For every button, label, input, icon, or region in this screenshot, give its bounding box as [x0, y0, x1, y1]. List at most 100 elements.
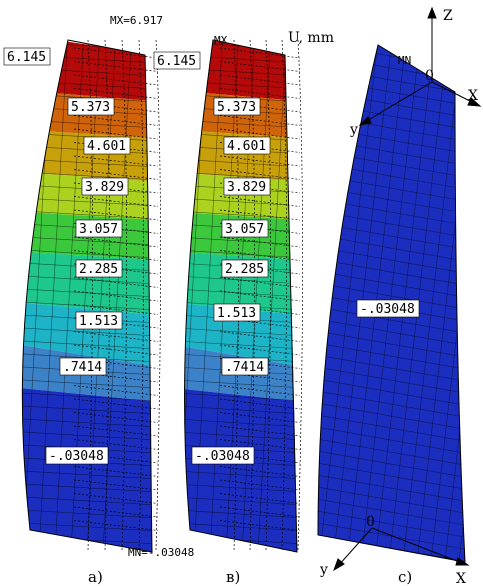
mesh-line: [318, 411, 465, 443]
svg-text:3.829: 3.829: [85, 180, 124, 195]
contour-label: 3.829: [81, 177, 129, 196]
plate-outline-c: [317, 44, 466, 563]
contour-label: 6.145: [153, 51, 201, 70]
mesh-line: [318, 495, 465, 527]
min-label: MN=-.03048: [128, 546, 194, 559]
svg-text:3.057: 3.057: [79, 222, 118, 237]
mesh-line: [184, 338, 297, 352]
plate-outline-a: [21, 39, 153, 553]
mesh-line: [318, 363, 465, 395]
axis-y-label-bottom: y: [319, 562, 328, 578]
wire-line: [265, 39, 271, 551]
mesh-line: [184, 208, 297, 222]
mesh-line: [184, 78, 297, 92]
mn-mark: MN: [398, 54, 411, 67]
axis-x-label-top: X: [468, 88, 478, 104]
wire-line: [219, 479, 301, 491]
panel-c: -.03048 MN c): [317, 44, 466, 586]
mesh-line: [318, 399, 465, 431]
svg-text:.7414: .7414: [63, 360, 102, 375]
contour-label: 1.513: [213, 303, 261, 322]
wire-line: [219, 277, 301, 288]
wire-line: [219, 74, 301, 86]
mesh-line: [224, 40, 256, 552]
contour-label: 3.829: [223, 177, 271, 196]
svg-text:1.513: 1.513: [217, 306, 256, 321]
wire-line: [219, 128, 301, 140]
wire-line: [219, 169, 301, 180]
mesh-line: [184, 40, 192, 552]
svg-text:2.285: 2.285: [79, 262, 118, 277]
axis-origin-bottom: 0: [366, 514, 375, 530]
mesh-line: [184, 286, 297, 300]
axis-triad-bottom: y X 0: [319, 514, 470, 586]
contour-labels-a: 6.145 5.373 4.601 3.829 3.057 2.285 1.513 .7414…: [3, 47, 131, 465]
mesh-line: [53, 40, 85, 552]
contour-band: [184, 250, 297, 318]
wire-line: [219, 425, 301, 437]
mx-mark: MX: [214, 34, 228, 47]
wire-line: [219, 47, 301, 59]
mesh-line: [184, 65, 297, 79]
svg-text:4.601: 4.601: [87, 139, 126, 154]
mesh-line: [22, 416, 152, 430]
mesh-line: [184, 494, 297, 508]
contour-band: [22, 128, 152, 184]
mesh-line: [22, 390, 152, 404]
panel-b: 6.145 5.373 4.601 3.829 3.057 2.285 1.513 .7414…: [153, 34, 303, 586]
contour-band: [184, 300, 297, 372]
mesh-line: [318, 423, 465, 455]
wire-line: [219, 250, 301, 261]
wire-line: [219, 439, 301, 450]
mesh-line: [0, 30, 20, 570]
wire-line: [219, 412, 301, 423]
units-label: U, mm: [288, 30, 334, 46]
wire-line: [155, 39, 161, 551]
wire-line: [219, 493, 301, 504]
mesh-line: [184, 156, 297, 170]
wire-line: [219, 209, 301, 221]
wire-line: [219, 61, 301, 72]
contour-label: 6.145: [3, 47, 51, 66]
contour-label: .7414: [59, 357, 107, 376]
panel-a: 6.145 5.373 4.601 3.829 3.057 2.285 1.513 .7414…: [0, 14, 194, 586]
contour-label: 4.601: [223, 136, 271, 155]
contour-label-c: -.03048: [356, 299, 420, 318]
mesh-line: [184, 416, 297, 430]
mesh-line: [184, 117, 297, 131]
svg-text:1.513: 1.513: [79, 314, 118, 329]
mesh-line: [184, 325, 297, 339]
wire-line: [219, 344, 301, 356]
mesh-line: [240, 40, 272, 552]
svg-text:4.601: 4.601: [227, 139, 266, 154]
contour-label: 2.285: [75, 259, 123, 278]
mesh-line: [184, 195, 297, 209]
svg-text:-.03048: -.03048: [360, 302, 415, 317]
axis-triad-top: Z X y 0: [349, 6, 482, 138]
mesh-line: [318, 507, 465, 539]
wire-line: [138, 39, 144, 551]
contour-band: [22, 300, 152, 372]
contour-label: 3.057: [221, 219, 269, 238]
wire-line: [219, 115, 301, 126]
wire-line: [219, 385, 301, 396]
mesh-line: [318, 447, 465, 479]
wire-line: [219, 520, 301, 531]
contour-label: 4.601: [83, 136, 131, 155]
mesh-line: [318, 483, 465, 515]
plate-outline-b: [184, 39, 298, 553]
mesh-line: [401, 45, 463, 562]
mesh-line: [22, 377, 152, 391]
wire-line: [219, 155, 301, 167]
svg-text:3.829: 3.829: [227, 180, 266, 195]
axis-x-label-bottom: X: [456, 571, 466, 586]
wire-line: [219, 331, 301, 342]
contour-label: 5.373: [213, 97, 261, 116]
wire-line: [219, 88, 301, 99]
svg-text:6.145: 6.145: [7, 50, 46, 65]
contour-label: 2.285: [221, 259, 269, 278]
svg-text:5.373: 5.373: [217, 100, 256, 115]
mesh-line: [184, 507, 297, 521]
mesh-line: [22, 403, 152, 417]
caption-b: в): [226, 568, 240, 586]
